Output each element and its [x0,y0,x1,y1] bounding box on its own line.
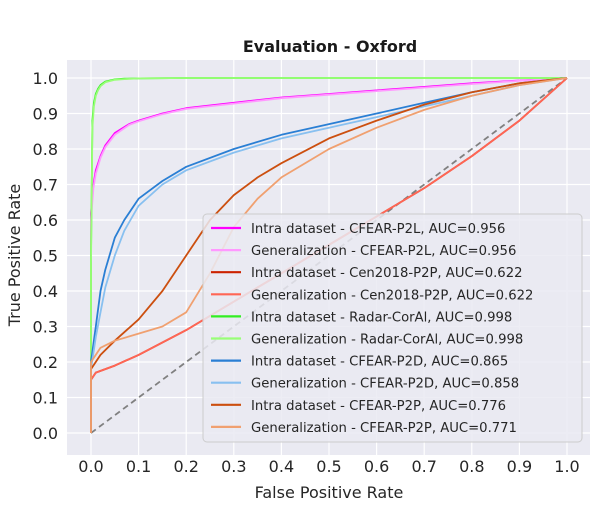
legend: Intra dataset - CFEAR-P2L, AUC=0.956 Gene… [202,213,583,443]
chart-title: Evaluation - Oxford [243,37,417,56]
legend-entry: Generalization - CFEAR-P2P, AUC=0.771 [251,421,517,436]
series-line-8 [90,77,568,433]
x-axis-label: False Positive Rate [255,483,404,502]
series-line-6 [90,77,567,433]
y-tick-label: 0.5 [33,247,58,266]
y-tick-label: 0.3 [33,318,58,337]
y-tick-label: 0.6 [33,211,58,230]
legend-entry: Generalization - CFEAR-P2L, AUC=0.956 [251,244,516,259]
y-tick-label: 1.0 [33,69,58,88]
x-tick-label: 0.5 [316,457,341,476]
legend-entry: Intra dataset - CFEAR-P2P, AUC=0.776 [251,399,506,414]
y-tick-label: 0.8 [33,140,58,159]
legend-entry: Intra dataset - CFEAR-P2D, AUC=0.865 [251,355,508,370]
y-tick-labels: 0.0 0.1 0.2 0.3 0.4 0.5 0.6 0.7 0.8 0.9 1.0 [33,69,58,443]
y-tick-label: 0.7 [33,176,58,195]
legend-entry: Intra dataset - Cen2018-P2P, AUC=0.622 [251,266,522,281]
y-tick-label: 0.9 [33,105,58,124]
x-tick-label: 0.9 [507,457,532,476]
series-line-7 [90,77,568,433]
legend-entry: Generalization - CFEAR-P2D, AUC=0.858 [251,377,519,392]
x-tick-labels: 0.0 0.1 0.2 0.3 0.4 0.5 0.6 0.7 0.8 0.9 1.0 [78,457,579,476]
x-tick-label: 0.1 [126,457,151,476]
legend-entry: Generalization - Cen2018-P2P, AUC=0.622 [251,288,533,303]
y-tick-label: 0.2 [33,353,58,372]
legend-entry: Intra dataset - CFEAR-P2L, AUC=0.956 [251,222,505,237]
x-tick-label: 0.6 [364,457,389,476]
legend-box [202,213,583,443]
x-tick-label: 0.7 [411,457,436,476]
diagonal-reference-line [90,77,568,434]
x-tick-label: 0.0 [78,457,103,476]
y-tick-label: 0.1 [33,389,58,408]
series-line-9 [90,77,568,433]
x-tick-label: 0.8 [459,457,484,476]
legend-entry: Generalization - Radar-CorAl, AUC=0.998 [251,333,523,348]
y-tick-label: 0.0 [33,424,58,443]
x-tick-label: 0.3 [221,457,246,476]
y-tick-label: 0.4 [33,282,58,301]
legend-entry: Intra dataset - Radar-CorAl, AUC=0.998 [251,310,512,325]
y-axis-label: True Positive Rate [5,184,24,328]
x-tick-label: 0.4 [269,457,294,476]
series-line-2 [90,77,568,433]
x-tick-label: 1.0 [554,457,579,476]
x-tick-label: 0.2 [173,457,198,476]
